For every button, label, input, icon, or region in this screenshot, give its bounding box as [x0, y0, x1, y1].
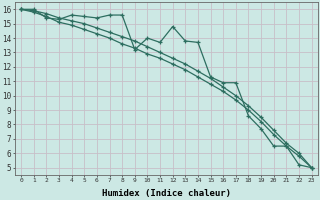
X-axis label: Humidex (Indice chaleur): Humidex (Indice chaleur): [102, 189, 231, 198]
